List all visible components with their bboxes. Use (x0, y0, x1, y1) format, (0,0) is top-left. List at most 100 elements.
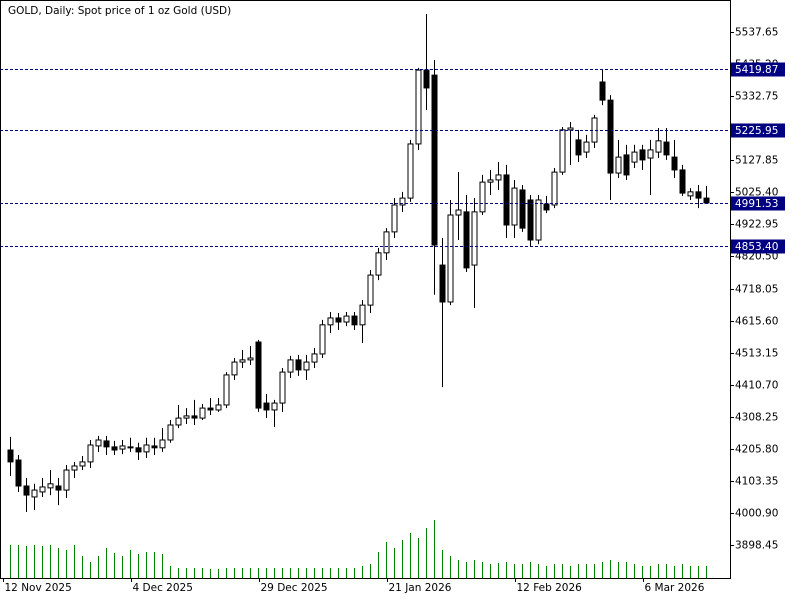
candle-body (463, 211, 470, 269)
candle-body (47, 483, 54, 489)
candle-body (391, 204, 398, 233)
candle-body (31, 489, 38, 498)
candle-body (175, 417, 182, 426)
candle-body (63, 469, 70, 491)
candle-body (407, 143, 414, 199)
candle-body (191, 415, 198, 419)
candle-body (159, 439, 166, 449)
x-tick-label: 6 Mar 2026 (645, 582, 705, 594)
candle-body (455, 209, 462, 216)
y-tick-label: 4103.35 (735, 476, 778, 488)
candle-body (479, 181, 486, 213)
candle-body (71, 465, 78, 471)
candle-body (167, 424, 174, 441)
candle-body (559, 129, 566, 173)
y-tick-label: 4205.80 (735, 444, 778, 456)
candle-body (359, 304, 366, 326)
y-tick-label: 4615.60 (735, 316, 778, 328)
candle-body (679, 169, 686, 194)
candle-body (527, 199, 534, 241)
candle-body (127, 446, 134, 449)
x-tick-label: 12 Nov 2025 (5, 582, 72, 594)
candle-body (495, 174, 502, 181)
candle-body (223, 374, 230, 406)
candle-body (519, 189, 526, 229)
candle-body (551, 171, 558, 206)
price-line-label-box (731, 123, 785, 138)
candle-body (103, 440, 110, 448)
candle-body (87, 444, 94, 463)
x-tick-label: 29 Dec 2025 (261, 582, 328, 594)
candle-body (399, 197, 406, 206)
candle-body (575, 139, 582, 156)
y-tick-label: 4922.95 (735, 219, 778, 231)
price-line-label-box (731, 62, 785, 77)
candle-body (439, 264, 446, 303)
candle-body (447, 214, 454, 303)
candle-body (351, 315, 358, 326)
candle-body (487, 179, 494, 183)
candle-body (631, 151, 638, 163)
candle-body (335, 317, 342, 323)
candle-body (255, 341, 262, 409)
candle-body (215, 404, 222, 411)
candle-body (119, 445, 126, 450)
x-tick-label: 12 Feb 2026 (517, 582, 583, 594)
price-line-label: 4991.53 (735, 198, 778, 210)
y-tick-label: 5127.85 (735, 155, 778, 167)
candle-body (695, 191, 702, 199)
candle-body (367, 274, 374, 306)
candle-body (543, 203, 550, 211)
candle-body (431, 74, 438, 246)
candle-body (663, 141, 670, 156)
candle-body (343, 315, 350, 323)
plot-frame (0, 0, 731, 579)
candle-body (687, 191, 694, 197)
candle-body (95, 439, 102, 447)
y-tick-label: 4718.05 (735, 284, 778, 296)
candle-body (239, 359, 246, 363)
price-line-label: 5225.95 (735, 125, 778, 137)
candle-body (311, 353, 318, 363)
candle-body (247, 357, 254, 361)
y-tick-label: 4513.15 (735, 348, 778, 360)
candle-body (607, 99, 614, 174)
candle-body (199, 407, 206, 419)
candle-body (287, 359, 294, 373)
candle-body (39, 486, 46, 493)
candle-body (655, 140, 662, 153)
y-tick-label: 5537.65 (735, 27, 778, 39)
candle-body (295, 359, 302, 371)
y-tick-label: 4410.70 (735, 380, 778, 392)
candle-body (79, 461, 86, 467)
price-line-label: 5419.87 (735, 64, 778, 76)
candle-body (327, 317, 334, 326)
candle-body (7, 449, 14, 463)
candle-body (263, 402, 270, 411)
candle-body (279, 371, 286, 404)
candle-body (415, 69, 422, 145)
price-line-label-box (731, 196, 785, 211)
candle-body (23, 485, 30, 496)
candle-body (143, 444, 150, 453)
candle-body (615, 156, 622, 174)
candle-body (423, 69, 430, 89)
price-line-label: 4853.40 (735, 241, 778, 253)
candle-body (471, 211, 478, 266)
candle-body (567, 127, 574, 131)
y-tick-label: 5025.40 (735, 187, 778, 199)
y-tick-label: 4000.90 (735, 508, 778, 520)
price-line-label-box (731, 239, 785, 254)
candle-body (623, 154, 630, 176)
candle-body (15, 459, 22, 487)
y-tick-label: 4308.25 (735, 412, 778, 424)
candle-body (151, 445, 158, 449)
y-tick-label: 3898.45 (735, 540, 778, 552)
candle-body (503, 174, 510, 226)
x-tick-label: 4 Dec 2025 (133, 582, 193, 594)
candle-body (583, 141, 590, 153)
candle-body (639, 149, 646, 161)
candle-body (511, 187, 518, 226)
candle-body (183, 415, 190, 419)
